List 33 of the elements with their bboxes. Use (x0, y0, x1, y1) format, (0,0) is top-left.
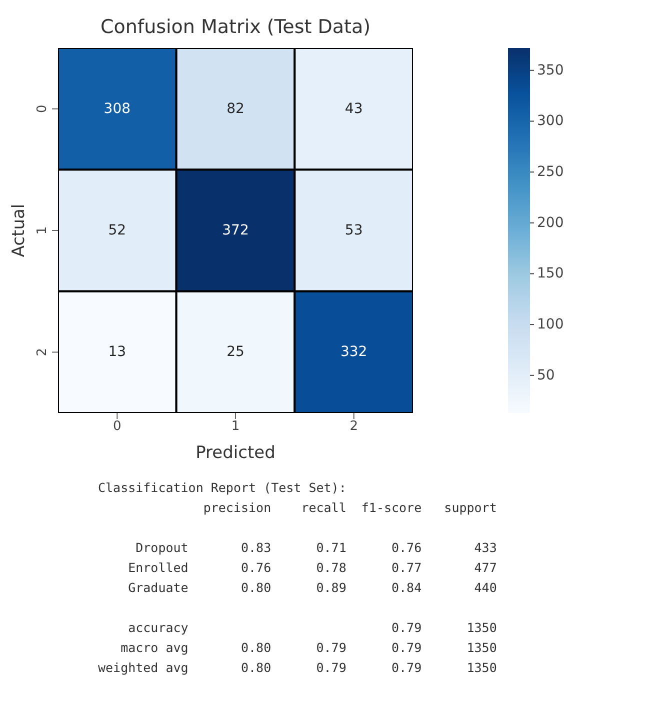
color-bar-label: 300 (537, 113, 564, 130)
data-label: 53 (344, 222, 363, 238)
text: weighted avg 0.80 0.79 0.79 1350 (98, 659, 498, 677)
text: Dropout 0.83 0.71 0.76 433 (134, 539, 498, 557)
chart-title: Confusion Matrix (Test Data) (99, 16, 372, 38)
color-bar-label: 150 (537, 266, 564, 282)
data-label: 25 (226, 344, 244, 360)
x-tick-label: 1 (231, 419, 240, 434)
color-bar-label: 50 (537, 367, 555, 384)
text: Enrolled 0.76 0.78 0.77 477 (127, 559, 498, 577)
data-label: 43 (344, 100, 363, 117)
data-label: 308 (104, 100, 131, 117)
text: accuracy 0.79 1350 (127, 619, 498, 637)
x-tick-label: 0 (113, 419, 122, 434)
color-bar-label: 100 (537, 316, 564, 333)
x-tick-label: 2 (350, 419, 358, 434)
y-tick-label: 1 (35, 226, 50, 235)
text: precision recall f1-score support (202, 499, 498, 517)
data-label: 52 (108, 222, 126, 238)
y-tick-label: 2 (35, 348, 50, 356)
color-bar-label: 200 (537, 214, 564, 231)
color-bar-label: 350 (537, 62, 564, 78)
data-label: 372 (222, 222, 249, 238)
text: Classification Report (Test Set): (98, 479, 348, 497)
y-axis-title: Actual (9, 204, 30, 258)
text: Graduate 0.80 0.89 0.84 440 (127, 579, 498, 597)
color-bar-label: 250 (537, 164, 564, 180)
y-tick-label: 0 (35, 104, 50, 113)
data-label: 13 (108, 344, 126, 360)
x-axis-title: Predicted (196, 443, 276, 463)
data-label: 82 (226, 100, 244, 117)
text: macro avg 0.80 0.79 0.79 1350 (120, 639, 498, 657)
data-label: 332 (340, 344, 368, 360)
